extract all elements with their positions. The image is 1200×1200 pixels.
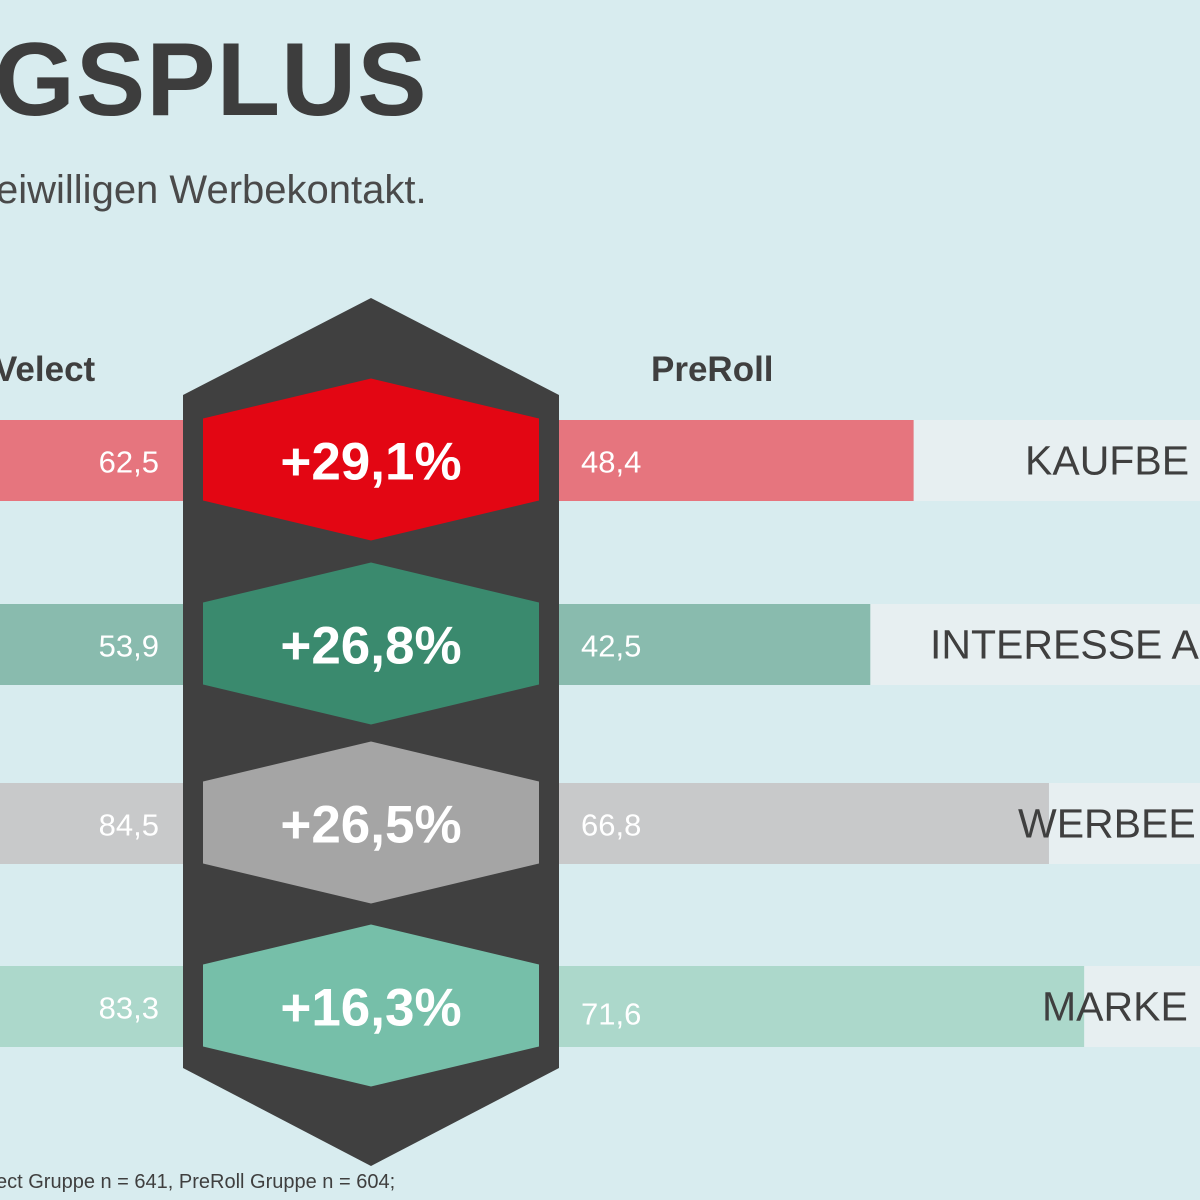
velect-value-label: 84,5 <box>99 808 159 843</box>
uplift-label: +26,8% <box>280 617 461 676</box>
category-label-box <box>870 604 1200 685</box>
velect-value-label: 62,5 <box>99 445 159 480</box>
uplift-hexagon <box>203 741 539 904</box>
uplift-hexagon <box>203 562 539 725</box>
preroll-value-label: 66,8 <box>581 808 641 843</box>
velect-bar <box>0 966 185 1047</box>
uplift-label: +29,1% <box>280 433 461 492</box>
velect-bar <box>0 420 185 501</box>
category-label: KAUFBE <box>1025 438 1189 484</box>
preroll-bar <box>558 783 1049 864</box>
page-title: GSPLUS <box>0 22 428 138</box>
category-label: WERBEE <box>1018 801 1196 847</box>
page-subtitle: eiwilligen Werbekontakt. <box>0 168 427 212</box>
category-label: MARKE <box>1042 984 1188 1030</box>
preroll-value-label: 42,5 <box>581 629 641 664</box>
preroll-bar <box>558 966 1085 1047</box>
column-header-velect: Velect <box>0 350 96 389</box>
velect-bar <box>0 604 185 685</box>
uplift-label: +26,5% <box>280 796 461 855</box>
category-label-box <box>1084 966 1200 1047</box>
category-label-box <box>913 420 1200 501</box>
uplift-label: +16,3% <box>280 979 461 1038</box>
column-header-preroll: PreRoll <box>651 350 774 389</box>
footnote: ect Gruppe n = 641, PreRoll Gruppe n = 6… <box>0 1171 396 1193</box>
category-label: INTERESSE A <box>930 622 1200 668</box>
preroll-bar <box>558 604 871 685</box>
velect-value-label: 53,9 <box>99 629 159 664</box>
uplift-hexagon <box>203 378 539 541</box>
uplift-hexagon <box>203 924 539 1087</box>
velect-value-label: 83,3 <box>99 991 159 1026</box>
velect-bar <box>0 783 185 864</box>
category-label-box <box>1048 783 1200 864</box>
preroll-value-label: 71,6 <box>581 997 641 1032</box>
preroll-value-label: 48,4 <box>581 445 641 480</box>
preroll-bar <box>558 420 914 501</box>
